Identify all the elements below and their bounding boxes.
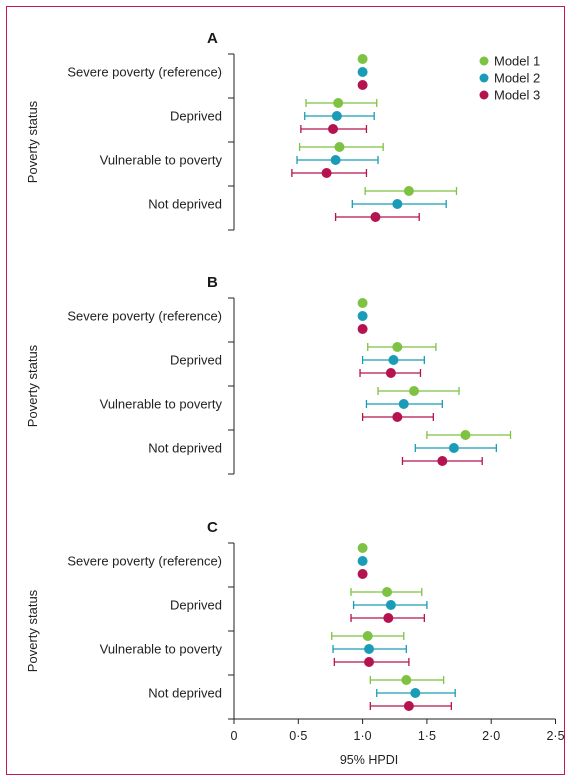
panel-b: B Poverty status Severe poverty (reference…: [25, 274, 512, 475]
estimate-point: [398, 399, 409, 409]
estimate-point: [321, 168, 332, 178]
estimate-point: [401, 675, 412, 685]
estimate-point: [410, 688, 421, 698]
estimate-point: [448, 443, 459, 453]
legend-marker: [479, 73, 489, 83]
estimate-point: [364, 657, 375, 667]
estimate-point: [331, 111, 342, 121]
category-label: Severe poverty (reference): [67, 65, 222, 80]
category-label: Deprived: [170, 353, 222, 368]
estimate-point: [357, 556, 368, 566]
panel-label: C: [207, 519, 218, 536]
estimate-point: [357, 543, 368, 553]
estimate-point: [388, 355, 399, 365]
estimate-point: [334, 142, 345, 152]
x-axis-title: 95% HPDI: [340, 753, 398, 767]
estimate-point: [357, 67, 368, 77]
series-model-2: [332, 556, 456, 698]
category-label: Vulnerable to poverty: [100, 397, 223, 412]
legend-label: Model 1: [494, 54, 540, 69]
category-label: Deprived: [170, 109, 222, 124]
series-model-2: [296, 67, 447, 209]
legend-marker: [479, 56, 489, 66]
estimate-point: [383, 613, 394, 623]
estimate-point: [385, 368, 396, 378]
series-model-2: [357, 311, 497, 453]
category-label: Not deprived: [148, 197, 222, 212]
category-label: Not deprived: [148, 686, 222, 701]
series-model-3: [333, 569, 452, 711]
y-axis-title: Poverty status: [25, 344, 40, 427]
category-label: Not deprived: [148, 441, 222, 456]
x-tick-label: 0·5: [289, 729, 307, 743]
category-label: Vulnerable to poverty: [100, 642, 223, 657]
category-label: Vulnerable to poverty: [100, 153, 223, 168]
x-tick-label: 0: [231, 729, 238, 743]
category-label: Deprived: [170, 598, 222, 613]
x-tick-label: 1·0: [354, 729, 372, 743]
legend-label: Model 3: [494, 88, 540, 103]
estimate-point: [357, 311, 368, 321]
series-model-1: [298, 54, 458, 196]
estimate-point: [382, 587, 393, 597]
x-tick-label: 1·5: [418, 729, 436, 743]
forest-plot-panels: A Poverty status Severe poverty (reference…: [25, 30, 565, 767]
y-axis-title: Poverty status: [25, 589, 40, 672]
panel-label: A: [207, 30, 218, 47]
estimate-point: [364, 644, 375, 654]
series-model-3: [291, 80, 420, 222]
estimate-point: [333, 98, 344, 108]
estimate-point: [362, 631, 373, 641]
legend-marker: [479, 90, 489, 100]
estimate-point: [385, 600, 396, 610]
legend: Model 1 Model 2 Model 3: [479, 54, 540, 103]
estimate-point: [357, 324, 368, 334]
category-label: Severe poverty (reference): [67, 554, 222, 569]
estimate-point: [330, 155, 341, 165]
panel-a: A Poverty status Severe poverty (reference…: [25, 30, 458, 231]
series-model-3: [357, 324, 483, 466]
estimate-point: [370, 212, 381, 222]
y-axis-title: Poverty status: [25, 100, 40, 183]
estimate-point: [392, 412, 403, 422]
x-tick-label: 2·0: [482, 729, 500, 743]
estimate-point: [357, 569, 368, 579]
estimate-point: [403, 701, 414, 711]
estimate-point: [409, 386, 420, 396]
estimate-point: [460, 430, 471, 440]
x-tick-label: 2·5: [546, 729, 564, 743]
estimate-point: [357, 298, 368, 308]
category-label: Severe poverty (reference): [67, 309, 222, 324]
series-model-1: [357, 298, 512, 440]
estimate-point: [328, 124, 339, 134]
estimate-point: [357, 80, 368, 90]
estimate-point: [392, 342, 403, 352]
figure-border: [6, 6, 565, 775]
legend-label: Model 2: [494, 71, 540, 86]
estimate-point: [437, 456, 448, 466]
estimate-point: [403, 186, 414, 196]
panel-label: B: [207, 274, 218, 291]
series-model-1: [331, 543, 445, 685]
panel-c: C Poverty status Severe poverty (reference…: [25, 519, 565, 767]
estimate-point: [357, 54, 368, 64]
estimate-point: [392, 199, 403, 209]
